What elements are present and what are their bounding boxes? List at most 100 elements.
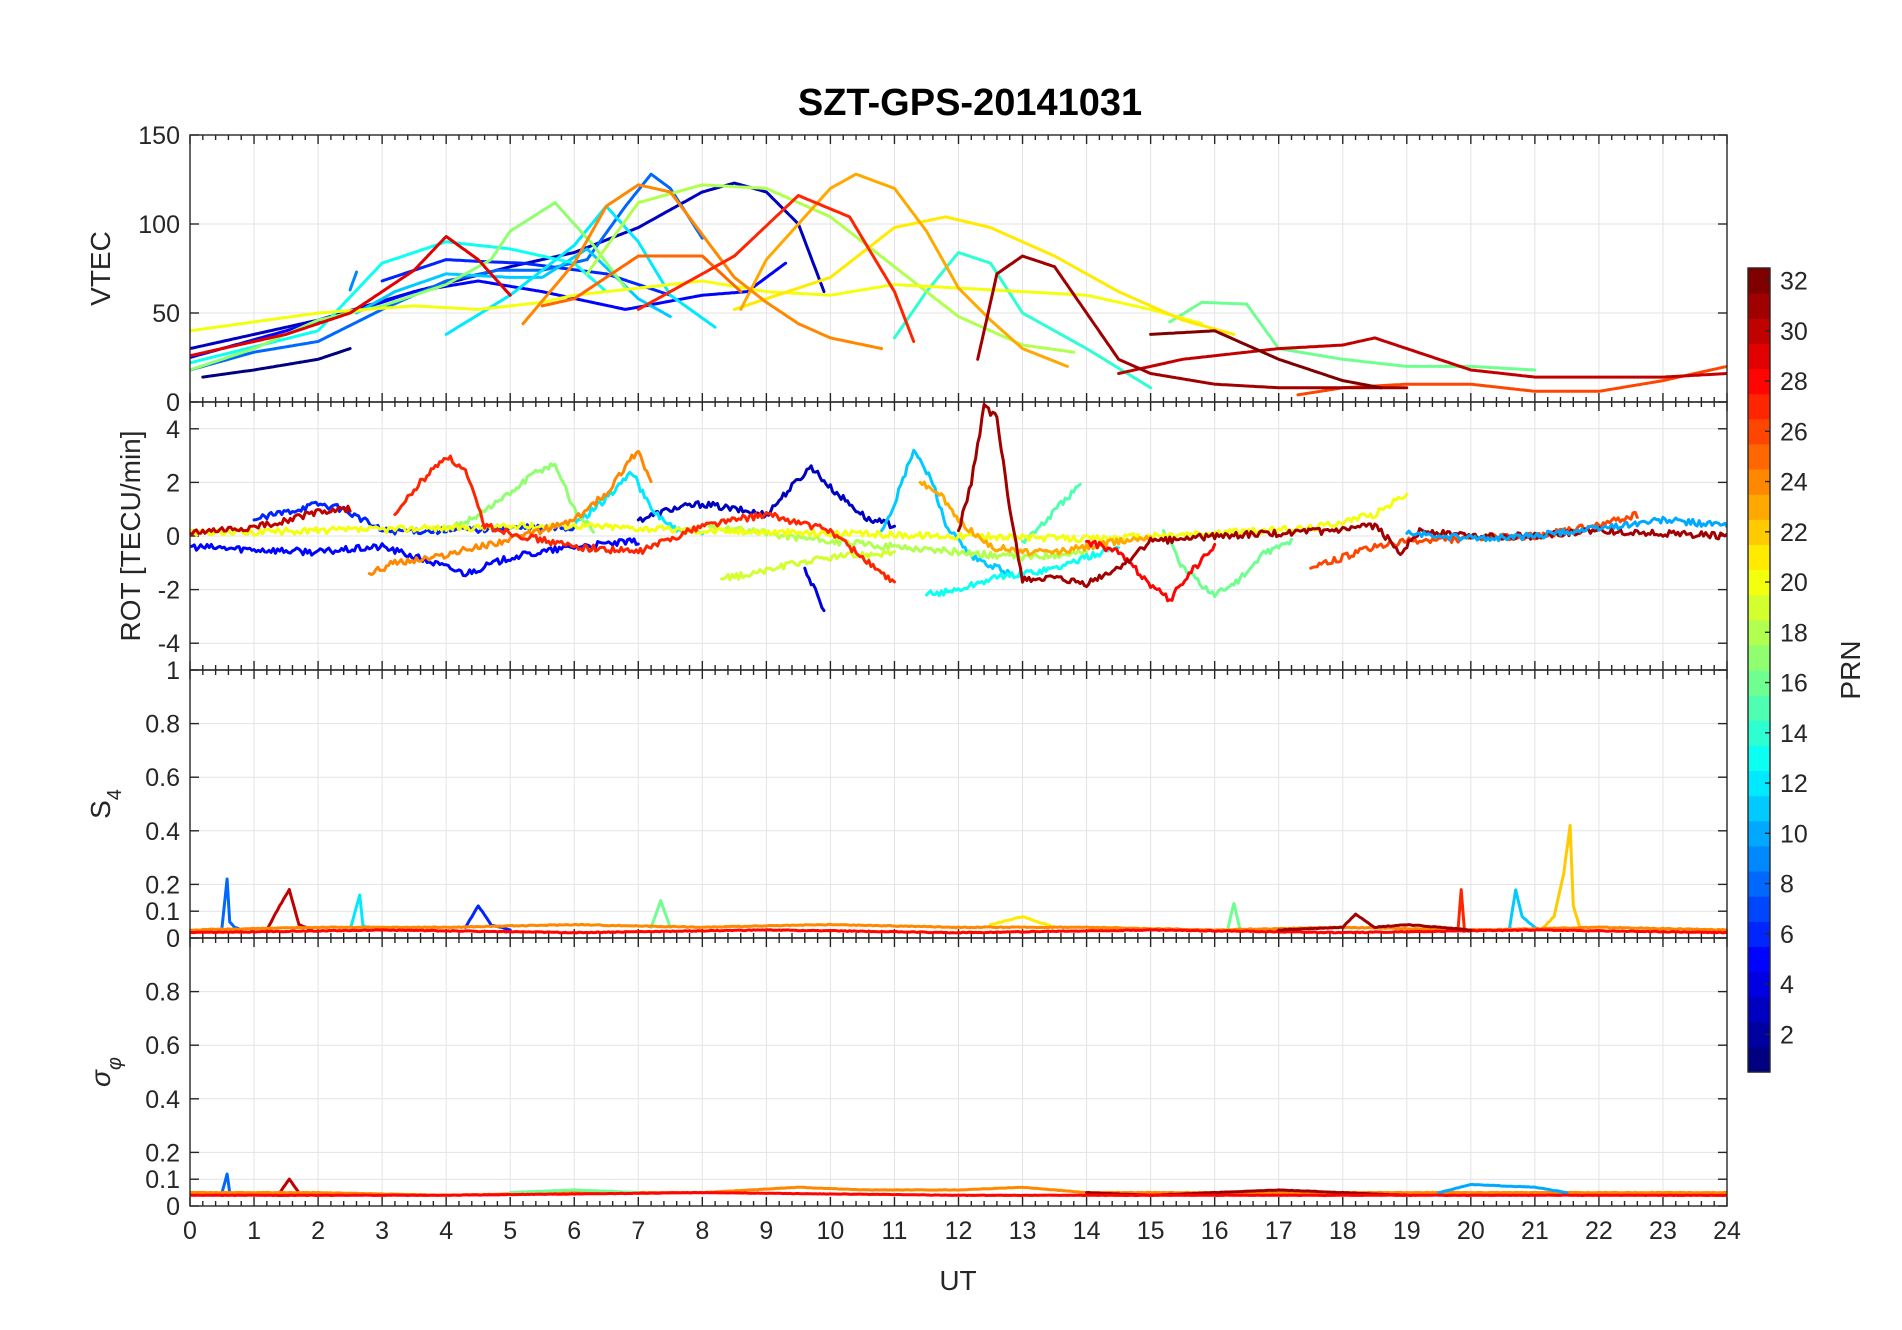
colorbar-block [1748, 770, 1770, 797]
colorbar-block [1748, 368, 1770, 395]
series-prn-18 [700, 522, 1089, 562]
series-prn-19 [720, 549, 896, 582]
panel-traces [190, 823, 1727, 935]
colorbar-block [1748, 494, 1770, 520]
colorbar-tick-label: 26 [1780, 418, 1808, 446]
colorbar-block [1748, 996, 1770, 1023]
x-tick-label: 10 [817, 1217, 845, 1245]
colorbar-block [1748, 644, 1770, 671]
series-prn-6 [252, 500, 576, 536]
x-tick-label: 1 [247, 1217, 261, 1245]
panel-traces [190, 402, 1727, 613]
y-tick-label: 0 [166, 1193, 180, 1221]
colorbar-block [1748, 971, 1770, 998]
series-prn-30 [190, 504, 352, 536]
colorbar-tick-label: 8 [1780, 871, 1794, 899]
series-prn-32 [1149, 329, 1383, 390]
series-prn-23 [739, 172, 1069, 368]
x-tick-label: 2 [311, 1217, 325, 1245]
series-prn-27 [393, 454, 896, 584]
panel-vtec: 0 50 100 150 VTEC [85, 122, 1728, 417]
series-prn-31 [1277, 912, 1473, 932]
x-tick-label: 20 [1457, 1217, 1485, 1245]
y-tick-label: 0.6 [145, 1032, 180, 1060]
x-tick-label: 23 [1649, 1217, 1677, 1245]
colorbar-block [1748, 871, 1770, 897]
series-prn-15 [1021, 482, 1082, 544]
x-tick-label: 12 [945, 1217, 973, 1245]
colorbar-tick-label: 18 [1780, 619, 1808, 647]
x-tick-label: 7 [631, 1217, 645, 1245]
colorbar-block [1748, 745, 1770, 772]
colorbar-block [1748, 418, 1770, 445]
colorbar-tick-label: 28 [1780, 368, 1808, 396]
chart-title: SZT-GPS-20141031 [798, 82, 1142, 124]
colorbar-block [1748, 619, 1770, 646]
y-tick-label: 0.2 [145, 871, 180, 899]
colorbar-block [1748, 443, 1770, 470]
colorbar-block [1748, 795, 1770, 822]
x-tick-label: 9 [759, 1217, 773, 1245]
series-prn-27 [636, 194, 916, 343]
series-prn-22 [1539, 823, 1582, 932]
x-tick-label: 17 [1265, 1217, 1293, 1245]
series-prn-21 [989, 915, 1057, 929]
series-prn-23 [918, 480, 1153, 557]
series-prn-3 [190, 181, 826, 351]
y-tick-label: 100 [138, 211, 180, 239]
y-tick-label: 4 [166, 416, 180, 444]
colorbar-block [1748, 569, 1770, 596]
series-prn-30 [278, 1177, 301, 1195]
x-tick-label: 18 [1329, 1217, 1357, 1245]
colorbar-block [1748, 519, 1770, 545]
series-prn-27 [1456, 888, 1466, 932]
colorbar-tick-label: 22 [1780, 519, 1808, 547]
series-prn-16 [1168, 300, 1537, 372]
x-tick-label: 5 [503, 1217, 517, 1245]
colorbar-block [1748, 343, 1770, 370]
series-prn-10 [1437, 1183, 1569, 1195]
series-prn-16 [1226, 901, 1242, 932]
panel-traces [190, 1172, 1727, 1197]
colorbar-block [1748, 720, 1770, 746]
series-prn-17 [190, 201, 627, 372]
series-prn-16 [649, 899, 672, 929]
colorbar-block [1748, 293, 1770, 319]
series-prn-18 [585, 183, 1076, 354]
x-tick-label: 19 [1393, 1217, 1421, 1245]
series-prn-4 [803, 566, 826, 613]
y-axis-label-subscript: φ [104, 1057, 126, 1070]
colorbar-label: PRN [1835, 640, 1866, 699]
y-tick-label: 2 [166, 469, 180, 497]
y-tick-label: 0.1 [145, 898, 180, 926]
y-tick-label: 0 [166, 523, 180, 551]
y-tick-label: -4 [158, 630, 180, 658]
colorbar-block [1748, 946, 1770, 973]
series-prn-1 [201, 347, 352, 379]
series-prn-14 [893, 251, 1153, 390]
colorbar-frame [1747, 267, 1771, 1073]
colorbar-block [1748, 318, 1770, 344]
x-tick-label: 15 [1137, 1217, 1165, 1245]
colorbar-tick-label: 14 [1780, 720, 1808, 748]
y-tick-label: 0.4 [145, 1086, 180, 1114]
y-tick-label: 1 [166, 657, 180, 685]
series-prn-30 [1117, 336, 1727, 379]
series-prn-28 [190, 1191, 1727, 1197]
colorbar-tick-label: 16 [1780, 670, 1808, 698]
x-tick-label: 8 [695, 1217, 709, 1245]
x-tick-label: 16 [1201, 1217, 1229, 1245]
y-tick-label: 0.4 [145, 818, 180, 846]
series-prn-24 [521, 183, 884, 351]
y-tick-label: 0.6 [145, 764, 180, 792]
series-prn-16 [1161, 529, 1293, 599]
y-axis-label: ROT [TECU/min] [115, 430, 146, 641]
x-axis-label: UT [939, 1265, 976, 1296]
colorbar-tick-label: 4 [1780, 971, 1794, 999]
colorbar-block [1748, 1021, 1770, 1048]
x-tick-label: 11 [881, 1217, 907, 1245]
y-tick-label: 0.8 [145, 979, 180, 1007]
x-tick-label: 3 [375, 1217, 389, 1245]
y-axis-label: VTEC [85, 231, 116, 306]
